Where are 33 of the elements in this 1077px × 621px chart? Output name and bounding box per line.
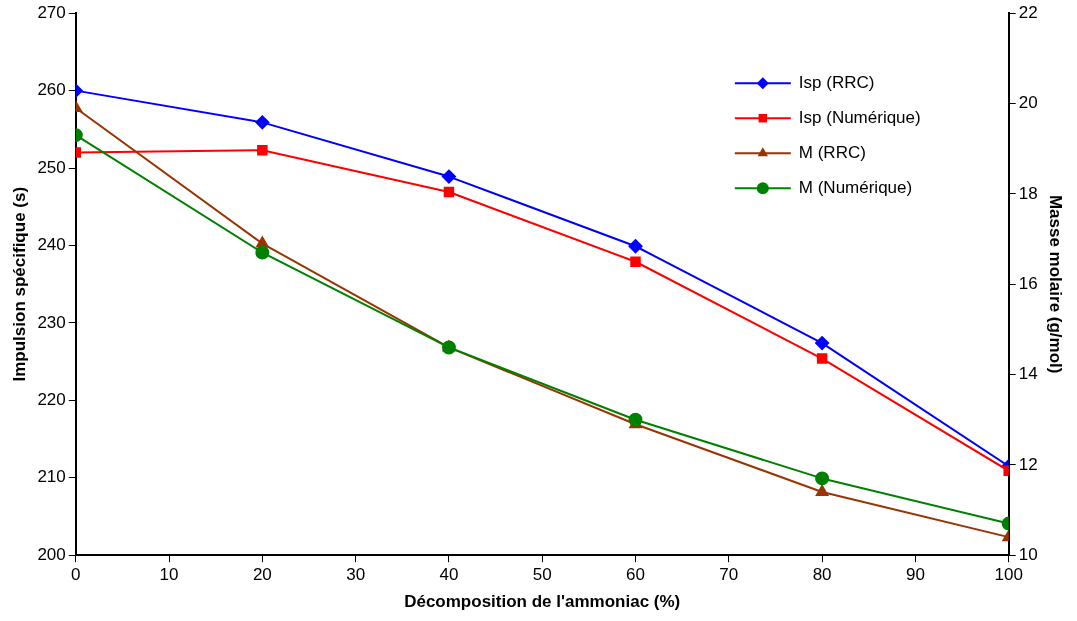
y-tick-label: 200 [37, 544, 66, 564]
y-tick-label: 220 [37, 390, 66, 410]
y-tick-label: 260 [37, 80, 66, 100]
y-tick-label: 270 [37, 2, 66, 22]
x-axis-title: Décomposition de l'ammoniac (%) [404, 592, 681, 612]
y-axis-title: Impulsion spécifique (s) [9, 186, 29, 382]
y2-tick-label: 16 [1018, 273, 1038, 293]
x-tick-label: 40 [439, 565, 459, 585]
x-tick-label: 80 [812, 565, 832, 585]
y2-tick-label: 18 [1018, 183, 1038, 203]
y-tick-label: 210 [37, 467, 66, 487]
legend-label: Isp (RRC) [798, 72, 875, 92]
y2-tick-label: 22 [1018, 2, 1038, 22]
x-tick-label: 100 [994, 565, 1023, 585]
x-tick-label: 20 [252, 565, 272, 585]
x-tick-label: 30 [346, 565, 366, 585]
legend-label: M (Numérique) [798, 177, 913, 197]
x-tick-label: 10 [159, 565, 179, 585]
y-tick-label: 230 [37, 312, 66, 332]
y-tick-label: 250 [37, 157, 66, 177]
x-tick-label: 50 [532, 565, 552, 585]
x-tick-label: 70 [719, 565, 739, 585]
y2-tick-label: 20 [1018, 93, 1038, 113]
y2-axis-title: Masse molaire (g/mol) [1046, 194, 1066, 374]
legend-label: M (RRC) [798, 142, 866, 162]
y2-tick-label: 14 [1018, 364, 1038, 384]
y-tick-label: 240 [37, 235, 66, 255]
y2-tick-label: 12 [1018, 454, 1038, 474]
x-tick-label: 0 [71, 565, 81, 585]
legend-label: Isp (Numérique) [798, 107, 921, 127]
y2-tick-label: 10 [1018, 544, 1038, 564]
x-tick-label: 90 [905, 565, 925, 585]
x-tick-label: 60 [626, 565, 645, 585]
